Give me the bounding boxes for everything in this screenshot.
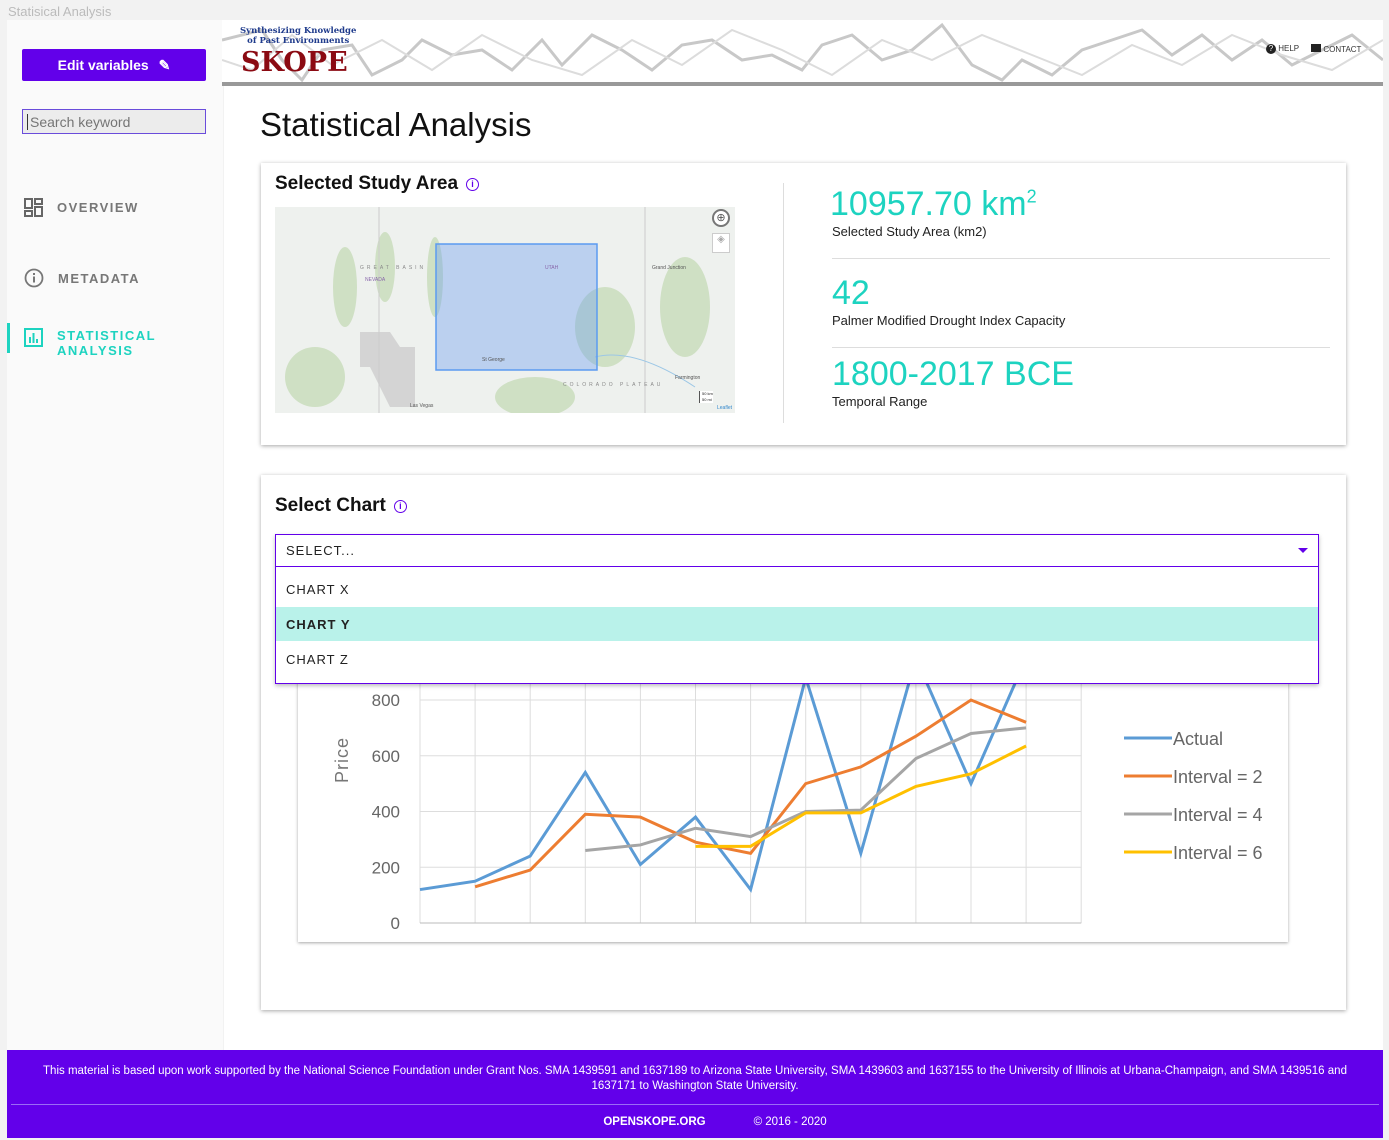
globe-icon[interactable]: ⊕ xyxy=(712,209,730,227)
footer-divider xyxy=(11,1104,1379,1105)
y-tick-label: 400 xyxy=(372,803,400,822)
footer: This material is based upon work support… xyxy=(7,1050,1383,1138)
series-line-1 xyxy=(474,698,1027,889)
y-tick-label: 800 xyxy=(372,691,400,710)
divider xyxy=(783,183,784,423)
series-line-0 xyxy=(419,653,1028,893)
option-chart-x[interactable]: CHART X xyxy=(286,581,350,597)
info-icon[interactable]: i xyxy=(393,499,407,513)
study-area-title: Selected Study Area xyxy=(275,173,459,194)
stat-label: Temporal Range xyxy=(832,394,928,409)
stat-value: 1800-2017 BCE xyxy=(832,355,1074,393)
select-placeholder: SELECT... xyxy=(286,543,355,558)
selected-area-rectangle xyxy=(435,243,598,371)
stat-label: Palmer Modified Drought Index Capacity xyxy=(832,313,1066,328)
stat-value: 42 xyxy=(832,274,870,312)
banner-graph-background xyxy=(222,22,1383,82)
select-chart-title: Select Chart xyxy=(275,495,386,516)
study-area-map[interactable]: GREAT BASIN NEVADA UTAH COLORADO PLATEAU… xyxy=(275,207,735,413)
contact-link[interactable]: CONTACT xyxy=(1311,44,1361,54)
study-area-heading: Selected Study Area i xyxy=(275,173,480,195)
map-label: UTAH xyxy=(545,265,559,271)
active-indicator xyxy=(7,323,10,353)
openskope-link[interactable]: OPENSKOPE.ORG xyxy=(603,1116,706,1128)
map-label: COLORADO PLATEAU xyxy=(563,382,664,388)
map-label: NEVADA xyxy=(365,277,386,283)
copyright: © 2016 - 2020 xyxy=(753,1116,827,1128)
leaflet-attribution[interactable]: Leaflet xyxy=(717,405,733,411)
y-tick-label: 200 xyxy=(372,858,400,877)
chart-select-dropdown[interactable]: SELECT... CHART X CHART Y CHART Z xyxy=(275,534,1319,684)
stat-temporal: 1800-2017 BCE Temporal Range xyxy=(832,355,1074,409)
map-terrain xyxy=(285,207,710,413)
sidebar-item-statistical-analysis[interactable]: STATISTICAL ANALYSIS xyxy=(24,328,157,358)
map-label: Grand Junction xyxy=(652,265,686,271)
legend-label: Interval = 2 xyxy=(1173,767,1263,787)
scale-mi: 50 mi xyxy=(702,397,712,402)
superscript: 2 xyxy=(1026,186,1037,207)
stat-pdsi: 42 Palmer Modified Drought Index Capacity xyxy=(832,274,1065,328)
header-banner: Synthesizing Knowledge of Past Environmen… xyxy=(222,20,1383,86)
info-icon[interactable]: i xyxy=(466,177,480,191)
map-label: Farmington xyxy=(675,375,701,381)
edit-variables-button[interactable]: Edit variables ✎ xyxy=(22,49,206,81)
page-title: Statistical Analysis xyxy=(260,106,532,143)
y-tick-label: 0 xyxy=(391,914,400,933)
help-link[interactable]: ? HELP xyxy=(1266,44,1299,54)
legend-label: Actual xyxy=(1173,729,1223,749)
sidebar: Edit variables ✎ OVERVIEW METADATA STATIS… xyxy=(7,20,223,1050)
y-tick-label: 600 xyxy=(372,747,400,766)
edit-variables-label: Edit variables xyxy=(57,57,149,73)
sidebar-item-overview[interactable]: OVERVIEW xyxy=(24,198,139,217)
legend-label: Interval = 4 xyxy=(1173,805,1263,825)
sidebar-item-label: OVERVIEW xyxy=(57,200,139,215)
tagline-line2: of Past Environments xyxy=(247,36,350,46)
contact-label: CONTACT xyxy=(1323,45,1362,54)
option-chart-y[interactable]: CHART Y xyxy=(276,607,1318,641)
skope-logo[interactable]: SKOPE xyxy=(241,47,348,78)
footer-grant-text: This material is based upon work support… xyxy=(43,1065,1347,1092)
sidebar-item-label: METADATA xyxy=(58,270,141,286)
header-links: ? HELP CONTACT xyxy=(1266,44,1361,54)
search-field[interactable] xyxy=(22,109,211,134)
stat-value: 10957.70 km2 xyxy=(830,185,1037,223)
y-axis-label: Price xyxy=(332,737,352,783)
sidebar-item-label: STATISTICAL ANALYSIS xyxy=(57,328,156,358)
caret-down-icon xyxy=(1298,548,1308,553)
layers-icon[interactable]: ◈ xyxy=(712,233,730,253)
chart-select-field[interactable]: SELECT... xyxy=(276,535,1318,567)
bar-chart-icon xyxy=(24,328,43,347)
search-input[interactable] xyxy=(27,113,211,130)
sidebar-item-metadata[interactable]: METADATA xyxy=(24,268,140,288)
help-icon: ? xyxy=(1266,44,1276,54)
series-line-3 xyxy=(695,744,1027,848)
divider xyxy=(832,347,1330,348)
map-label: GREAT BASIN xyxy=(360,265,427,271)
info-icon xyxy=(24,268,44,288)
map-label: St George xyxy=(482,357,505,363)
stat-area: 10957.70 km2 Selected Study Area (km2) xyxy=(830,185,1037,239)
dashboard-icon xyxy=(24,198,43,217)
legend-label: Interval = 6 xyxy=(1173,843,1263,863)
tagline-line1: Synthesizing Knowledge xyxy=(240,26,357,36)
window-title: Statisical Analysis xyxy=(8,4,112,19)
select-chart-heading: Select Chart i xyxy=(275,495,407,517)
help-label: HELP xyxy=(1278,44,1300,53)
scale-km: 50 km xyxy=(702,391,713,396)
mail-icon xyxy=(1311,44,1322,52)
map-label: Las Vegas xyxy=(410,403,434,409)
option-chart-z[interactable]: CHART Z xyxy=(286,651,349,667)
map-scale: 50 km 50 mi xyxy=(699,391,713,403)
stat-label: Selected Study Area (km2) xyxy=(832,224,987,239)
study-area-card: Selected Study Area i GREAT BASIN NEVADA … xyxy=(261,163,1346,445)
pencil-icon: ✎ xyxy=(158,56,171,73)
divider xyxy=(832,258,1330,259)
